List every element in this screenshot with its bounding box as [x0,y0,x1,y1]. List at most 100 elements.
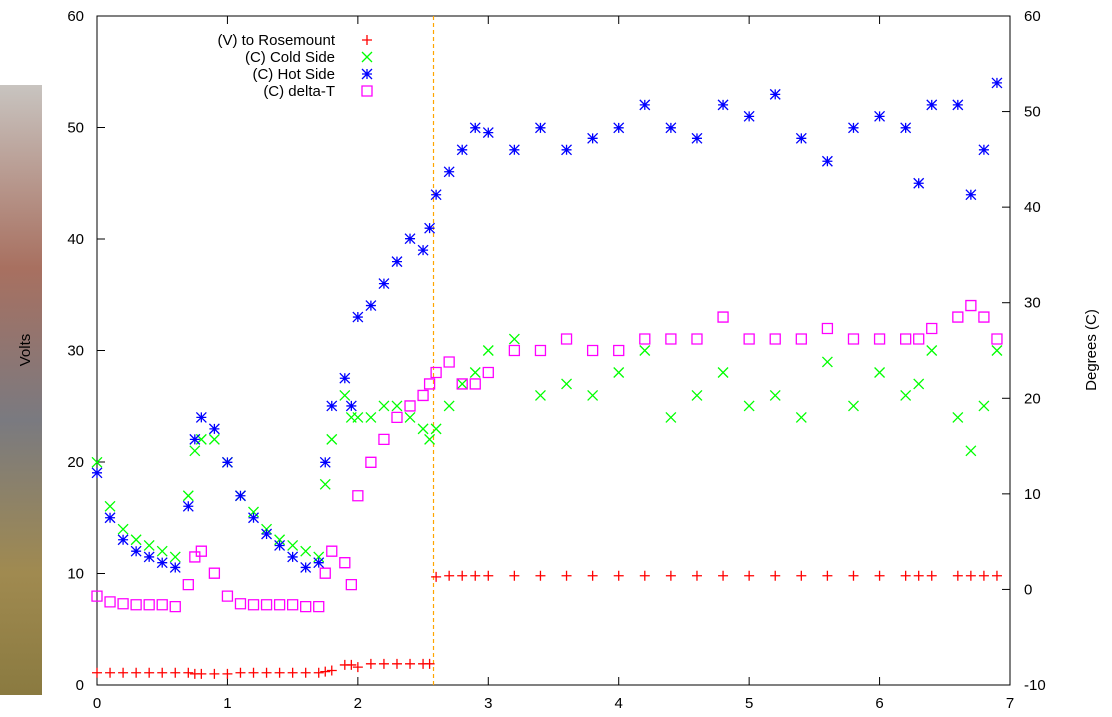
data-point [144,668,154,678]
data-point [966,571,976,581]
data-point [822,324,832,334]
data-point [927,571,937,581]
data-point [327,434,337,444]
data-point [301,546,311,556]
data-point [718,367,728,377]
data-point [118,524,128,534]
data-point [901,334,911,344]
data-point [457,571,467,581]
data-point [379,279,389,289]
data-point [105,501,115,511]
data-point [562,334,572,344]
data-point [927,346,937,356]
data-point [314,558,324,568]
data-point [614,571,624,581]
y2-tick-label: 20 [1024,390,1041,407]
data-point [914,571,924,581]
data-point [262,668,272,678]
data-point [405,412,415,422]
data-point [320,479,330,489]
data-point [314,602,324,612]
data-point [431,367,441,377]
data-point [992,78,1002,88]
data-point [320,457,330,467]
data-point [222,669,232,679]
data-point [262,600,272,610]
data-point [131,668,141,678]
data-point [346,580,356,590]
legend-marker [362,69,372,79]
data-point [914,334,924,344]
data-point [235,491,245,501]
data-point [418,245,428,255]
legend-label: (C) Hot Side [252,66,335,83]
background-strip [0,85,42,695]
y-tick-label: 0 [76,677,84,694]
data-point [901,390,911,400]
data-point [744,111,754,121]
x-tick-label: 7 [1006,695,1014,712]
y2-tick-label: 40 [1024,199,1041,216]
data-point [92,668,102,678]
data-point [875,334,885,344]
data-point [353,662,363,672]
data-point [131,546,141,556]
data-point [275,540,285,550]
data-point [901,123,911,133]
data-point [92,468,102,478]
data-point [718,571,728,581]
y2-tick-label: 0 [1024,581,1032,598]
data-point [209,434,219,444]
data-point [144,540,154,550]
legend-label: (V) to Rosemount [217,32,335,49]
data-point [183,580,193,590]
y-tick-label: 60 [67,8,84,25]
data-point [953,312,963,322]
data-point [105,513,115,523]
data-point [562,145,572,155]
data-point [953,412,963,422]
data-point [979,571,989,581]
data-point [105,597,115,607]
data-point [744,571,754,581]
data-point [483,128,493,138]
x-tick-label: 6 [875,695,883,712]
data-point [379,434,389,444]
data-point [992,334,1002,344]
data-point [640,346,650,356]
data-point [405,659,415,669]
data-point [320,667,330,677]
data-point [796,412,806,422]
data-point [431,424,441,434]
data-point [901,571,911,581]
data-point [235,599,245,609]
data-point [392,257,402,267]
data-point [875,111,885,121]
y-tick-label: 50 [67,120,84,137]
y2-tick-label: 10 [1024,486,1041,503]
data-point [457,145,467,155]
data-point [457,379,467,389]
y2-tick-label: 50 [1024,104,1041,121]
data-point [666,334,676,344]
data-point [327,401,337,411]
data-point [353,312,363,322]
data-point [822,156,832,166]
chart: Volts Degrees (C) 012345670102030405060-… [0,0,1112,712]
data-point [770,334,780,344]
data-point [366,457,376,467]
y2-tick-label: 30 [1024,295,1041,312]
data-point [249,600,259,610]
data-point [288,668,298,678]
data-point [222,591,232,601]
data-point [444,401,454,411]
x-tick-label: 0 [93,695,101,712]
data-point [614,346,624,356]
data-point [431,190,441,200]
data-point [157,600,167,610]
data-point [992,571,1002,581]
data-point [170,668,180,678]
legend-label: (C) Cold Side [245,49,335,66]
data-point [848,123,858,133]
y-tick-label: 30 [67,343,84,360]
